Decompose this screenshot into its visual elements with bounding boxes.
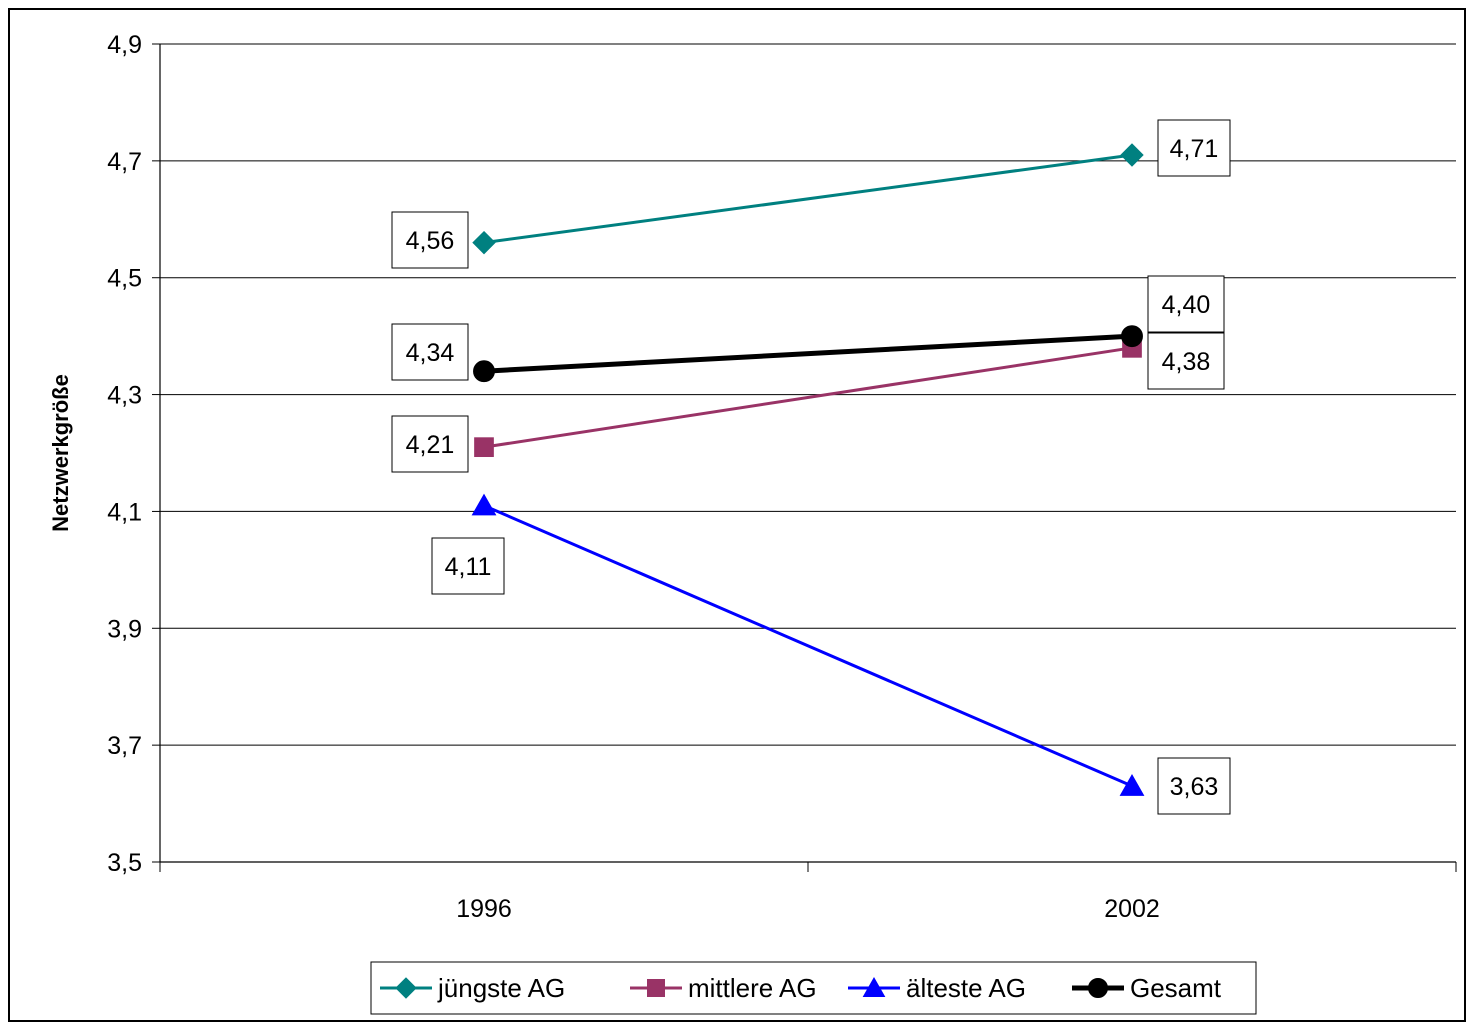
x-tick-label: 2002	[1104, 895, 1160, 923]
data-label: 4,21	[406, 431, 455, 459]
y-tick-label: 4,9	[107, 31, 142, 59]
data-label: 4,40	[1162, 291, 1211, 319]
y-tick-label: 3,5	[107, 849, 142, 877]
data-label-box	[1147, 332, 1225, 390]
legend-label: mittlere AG	[688, 973, 817, 1003]
legend-item: jüngste AG	[380, 973, 565, 1003]
data-label-box	[1157, 119, 1231, 177]
data-point	[1119, 774, 1145, 796]
legend: jüngste AG mittlere AG älteste AG Gesamt	[370, 961, 1257, 1015]
legend-item: älteste AG	[848, 973, 1026, 1003]
series-line	[483, 333, 1133, 374]
series-1	[472, 143, 1144, 255]
legend-marker	[395, 977, 417, 999]
legend-marker	[647, 979, 665, 997]
legend-label: Gesamt	[1130, 973, 1222, 1003]
series-4	[473, 325, 1143, 383]
data-point	[472, 230, 496, 255]
series-line	[483, 504, 1133, 788]
data-label-box	[391, 323, 469, 381]
data-label: 4,71	[1170, 135, 1219, 163]
y-tick-label: 4,3	[107, 382, 142, 410]
data-label: 3,63	[1170, 773, 1219, 801]
data-label: 4,38	[1162, 348, 1211, 376]
data-label-box	[391, 415, 469, 473]
data-point	[474, 437, 494, 458]
data-point	[1120, 143, 1144, 167]
data-point	[471, 493, 497, 516]
y-tick-label: 3,7	[107, 732, 142, 760]
data-label-box	[1157, 757, 1231, 815]
data-label-box	[1147, 275, 1225, 333]
y-axis-title: Netzwerkgröße	[48, 374, 73, 532]
data-label: 4,34	[406, 339, 455, 367]
data-point	[473, 360, 495, 383]
y-tick-label: 3,9	[107, 615, 142, 643]
data-point	[1121, 325, 1143, 348]
series-line	[483, 346, 1133, 449]
series-2	[474, 337, 1142, 458]
chart-frame	[8, 8, 1466, 1022]
data-label-box	[431, 537, 505, 595]
legend-item: Gesamt	[1072, 973, 1222, 1003]
legend-label: jüngste AG	[437, 973, 565, 1003]
y-tick-label: 4,7	[107, 148, 142, 176]
x-tick-label: 1996	[456, 895, 512, 923]
data-label: 4,56	[406, 227, 455, 255]
legend-label: älteste AG	[906, 973, 1026, 1003]
data-label: 4,11	[445, 553, 492, 581]
data-label-box	[391, 211, 469, 269]
series-3	[471, 493, 1145, 796]
y-tick-label: 4,5	[107, 265, 142, 293]
series-line	[483, 153, 1133, 245]
y-tick-label: 4,1	[107, 498, 142, 526]
legend-marker	[1088, 978, 1108, 998]
legend-marker	[862, 976, 886, 997]
legend-item: mittlere AG	[630, 973, 817, 1003]
